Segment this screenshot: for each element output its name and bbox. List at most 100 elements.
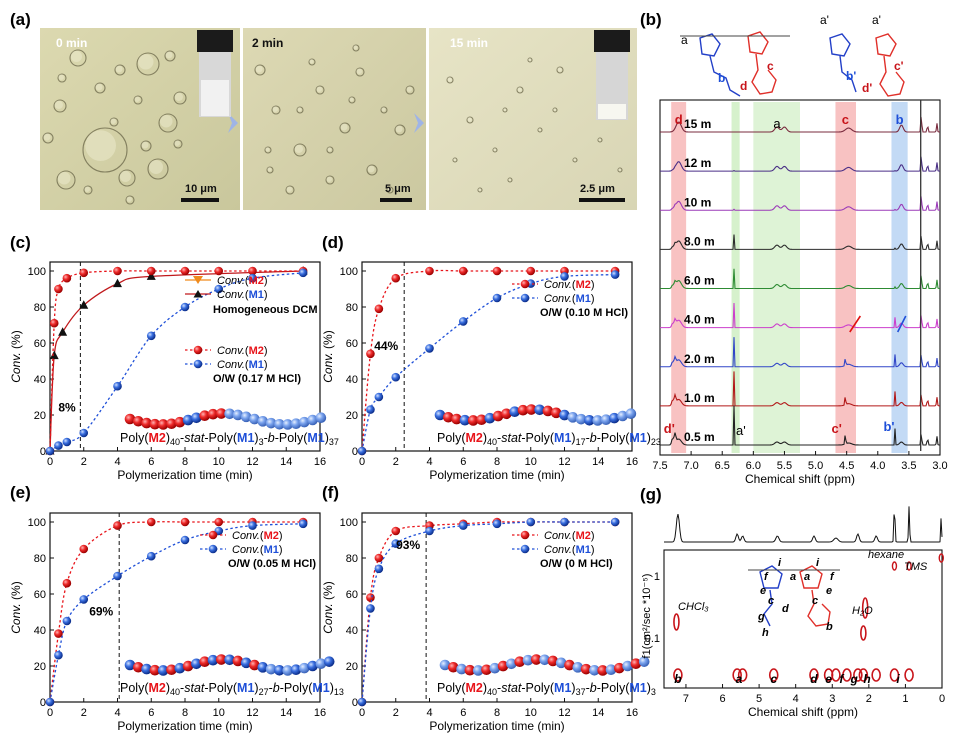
formula-m1: M1 [554,431,571,445]
chain-bead [522,654,534,666]
formula-part: -Poly( [597,681,630,695]
legend-paren: ( [245,275,249,287]
data-point [366,593,375,602]
chain-bead [580,663,592,675]
x-tick-label: 3.5 [901,460,916,472]
contour [768,668,779,682]
trace-label: 1.0 m [684,391,715,405]
droplet [446,76,454,84]
y-axis-label-unit: (%) [9,330,23,349]
data-point [560,517,569,527]
droplet [405,85,415,95]
legend-paren: ( [572,544,576,556]
data-point [214,517,224,527]
formula-m2: M2 [148,431,165,445]
data-point [45,446,55,456]
data-point [366,405,375,414]
chain-bead [265,663,277,675]
data-point [492,293,502,303]
legend-paren: ( [572,530,576,542]
data-point [58,327,68,336]
formula-sub: 40 [170,687,180,697]
struct-label-c-prime: c' [894,59,904,73]
droplet [83,185,93,195]
legend-paren: ( [260,530,264,542]
polymer-formula: Poly(M2)40-stat-Poly(M1)27-b-Poly(M1)13 [120,681,344,697]
droplet [394,124,406,136]
y-tick-label: 80 [346,553,358,565]
peak-letter: a [736,672,743,686]
benzyl [751,53,777,95]
benzyl [879,55,905,97]
x-tick-label: 5 [756,693,762,705]
droplet-highlight [598,138,601,142]
legend-marker [520,279,530,289]
peak-letter: b [674,672,681,686]
data-point [374,564,384,574]
micrograph-time-0: 0 min [56,36,87,50]
y-tick-label: 0 [352,697,358,709]
x-tick-label: 2 [866,693,872,705]
chain-bead [249,413,260,425]
chain-bead [232,655,244,667]
data-point [366,349,375,359]
legend-entry: Conv.(M2) [544,530,595,542]
y-axis-label: Conv. (%) [321,581,335,633]
chain-bead [265,417,277,429]
series-line [49,272,304,452]
panel-f-label: (f) [322,483,339,502]
formula-m1: M1 [237,681,254,695]
droplet [325,175,335,185]
micrograph-time-2: 2 min [252,36,283,50]
x-tick-label: 4.0 [870,460,885,472]
chain-bead [489,662,501,674]
droplet-highlight [327,147,332,152]
y-axis-label-conv: Conv. [321,349,335,383]
droplet-highlight [85,130,116,162]
peak-label-c-prime: c' [832,421,842,436]
droplet [527,57,533,63]
droplet [352,44,360,52]
y-tick-label: 40 [34,625,46,637]
chain-bead [149,418,161,430]
formula-part: - [180,681,184,695]
nmr-trace [660,268,940,290]
legend-marker [193,276,203,284]
data-point [214,266,224,276]
legend-condition: O/W (0.10 M HCl) [540,307,628,319]
droplet-highlight [453,158,456,162]
panel-g-label: (g) [640,485,662,504]
y-tick-label: 60 [34,589,46,601]
label-chcl3: CHCl₃ [678,601,709,613]
formula-sub: 3 [651,687,656,697]
x-tick-label: 5.5 [777,460,792,472]
trace-label: 6.0 m [684,274,715,288]
formula-part: - [264,431,268,445]
formula-part: ) [571,431,575,445]
legend-paren: ) [279,530,283,542]
peak-band [753,102,800,453]
formula-part: ) [325,431,329,445]
chain-bead [133,661,144,673]
peak-letter: d [810,672,818,686]
contour [871,668,881,682]
nmr-trace [660,196,940,211]
data-point [374,553,384,563]
x-tick-label: 0 [359,707,365,719]
chain-bead [484,412,496,424]
droplet-highlight [159,114,173,128]
x-tick-label: 8 [494,456,500,468]
contour [673,668,683,682]
chain-bead [232,409,244,421]
y-tick-label: 40 [346,374,358,386]
chain-bead [174,416,186,428]
legend-paren: ( [245,345,249,357]
formula-stat: stat [501,681,522,695]
droplet [315,85,325,95]
panel-c-label: (c) [10,233,31,252]
legend-monomer: M1 [576,293,591,305]
droplet-highlight [294,144,303,153]
legend-entry: Conv.(M1) [217,289,268,301]
droplet-highlight [356,68,363,74]
x-tick-label: 8 [182,707,188,719]
